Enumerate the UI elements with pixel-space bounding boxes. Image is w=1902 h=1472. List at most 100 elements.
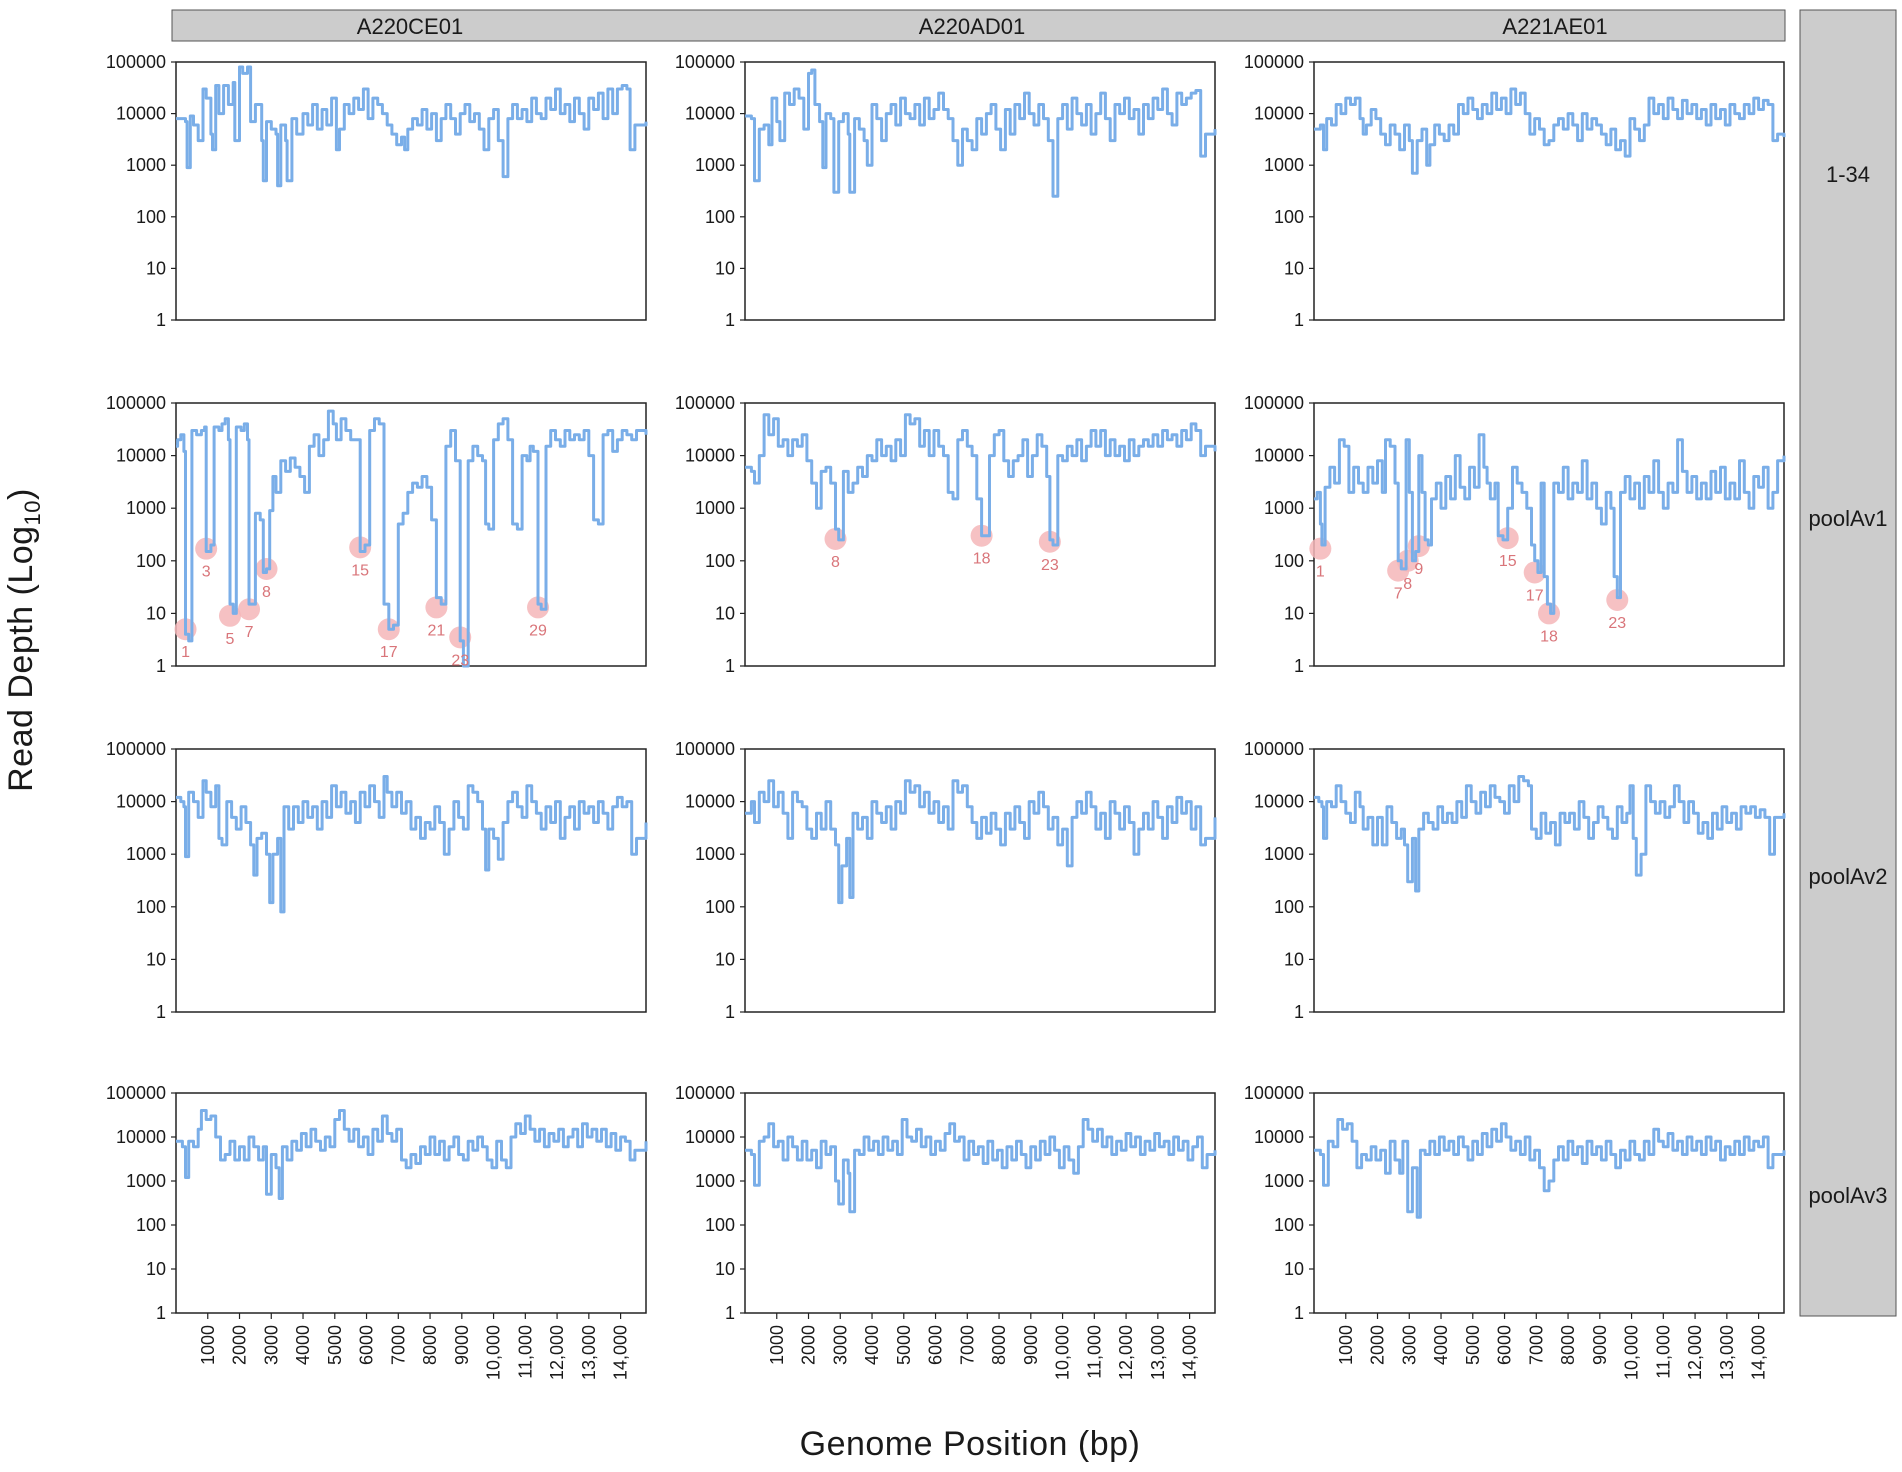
x-tick-label: 4000 — [862, 1325, 882, 1365]
x-tick-label: 6000 — [357, 1325, 377, 1365]
row-strip-label: poolAv3 — [1808, 1183, 1887, 1208]
read-depth-line — [745, 779, 1217, 905]
x-tick-label: 10,000 — [484, 1325, 504, 1380]
read-depth-line — [176, 409, 648, 668]
x-tick-label: 6000 — [926, 1325, 946, 1365]
x-tick-label: 3000 — [1399, 1325, 1419, 1365]
y-tick-label: 1000 — [695, 498, 735, 518]
x-tick-label: 9000 — [1590, 1325, 1610, 1365]
facet-panel: 1 10 100 1000 10000 100000 1000 2000 3000 4000 500… — [106, 1083, 648, 1380]
x-tick-label: 1000 — [1336, 1325, 1356, 1365]
y-tick-label: 1000 — [126, 155, 166, 175]
y-tick-label: 1 — [725, 310, 735, 330]
facet-panel: 1 10 100 1000 10000 100000 — [106, 52, 648, 330]
y-tick-label: 10 — [146, 1259, 166, 1279]
y-axis-title-close: ) — [2, 488, 40, 500]
y-tick-label: 10 — [1284, 603, 1304, 623]
y-tick-label: 100000 — [106, 739, 166, 759]
x-tick-label: 7000 — [1526, 1325, 1546, 1365]
y-tick-label: 100 — [136, 207, 166, 227]
x-tick-label: 10,000 — [1053, 1325, 1073, 1380]
y-tick-label: 100 — [136, 897, 166, 917]
dropout-marker-label: 23 — [1608, 615, 1626, 632]
y-tick-label: 1 — [1294, 656, 1304, 676]
panel-frame — [175, 748, 647, 1013]
y-tick-label: 10 — [1284, 1259, 1304, 1279]
dropout-marker — [425, 596, 448, 619]
y-tick-label: 10 — [146, 603, 166, 623]
panel-frame — [1313, 1092, 1785, 1314]
y-tick-label: 10 — [1284, 258, 1304, 278]
y-tick-label: 10 — [1284, 949, 1304, 969]
column-strip-label: A221AE01 — [1502, 14, 1607, 39]
dropout-marker-label: 1 — [181, 644, 190, 661]
panel-frame — [175, 1092, 647, 1314]
column-strip — [171, 9, 1786, 42]
panel-frame — [1313, 61, 1785, 321]
y-tick-label: 100000 — [675, 1083, 735, 1103]
facet-panel: 1 10 100 1000 10000 100000 — [1244, 739, 1786, 1022]
panel-frame — [744, 748, 1216, 1013]
x-tick-label: 13,000 — [1717, 1325, 1737, 1380]
y-tick-label: 100 — [705, 897, 735, 917]
y-tick-label: 100000 — [1244, 1083, 1304, 1103]
dropout-marker-label: 17 — [380, 644, 398, 661]
row-strip — [1799, 9, 1897, 1317]
y-tick-label: 100000 — [106, 1083, 166, 1103]
x-tick-label: 4000 — [1431, 1325, 1451, 1365]
x-tick-label: 11,000 — [515, 1325, 535, 1379]
y-tick-label: 100000 — [1244, 52, 1304, 72]
x-tick-label: 12,000 — [1116, 1325, 1136, 1380]
dropout-marker-label: 23 — [451, 652, 469, 669]
x-tick-label: 8000 — [1558, 1325, 1578, 1365]
x-tick-label: 12,000 — [547, 1325, 567, 1380]
y-tick-label: 100 — [705, 1215, 735, 1235]
y-tick-label: 100000 — [1244, 739, 1304, 759]
x-tick-label: 14,000 — [611, 1325, 631, 1380]
dropout-marker — [1038, 530, 1061, 553]
column-strip-label: A220AD01 — [919, 14, 1025, 39]
y-tick-label: 1 — [1294, 1002, 1304, 1022]
y-tick-label: 10000 — [1254, 792, 1304, 812]
y-tick-label: 1 — [1294, 310, 1304, 330]
panel-frame — [744, 1092, 1216, 1314]
x-tick-label: 4000 — [293, 1325, 313, 1365]
y-tick-label: 1 — [725, 1002, 735, 1022]
y-tick-label: 10000 — [685, 104, 735, 124]
read-depth-line — [1314, 433, 1786, 615]
y-tick-label: 100 — [1274, 1215, 1304, 1235]
x-tick-label: 6000 — [1495, 1325, 1515, 1365]
x-tick-label: 5000 — [325, 1325, 345, 1365]
y-tick-label: 1000 — [1264, 498, 1304, 518]
dropout-marker-label: 3 — [202, 564, 211, 581]
y-tick-label: 100 — [705, 207, 735, 227]
y-tick-label: 1 — [156, 1303, 166, 1323]
dropout-marker-label: 8 — [831, 554, 840, 571]
y-tick-label: 10000 — [116, 446, 166, 466]
dropout-marker-label: 15 — [351, 562, 369, 579]
y-tick-label: 1 — [156, 1002, 166, 1022]
dropout-marker-label: 18 — [973, 551, 991, 568]
y-tick-label: 10 — [715, 258, 735, 278]
dropout-marker-label: 15 — [1499, 553, 1517, 570]
x-tick-label: 9000 — [452, 1325, 472, 1365]
y-tick-label: 1000 — [1264, 1171, 1304, 1191]
read-depth-line — [1314, 1118, 1786, 1219]
dropout-marker-label: 8 — [1403, 576, 1412, 593]
y-tick-label: 10000 — [116, 792, 166, 812]
y-tick-label: 1 — [725, 1303, 735, 1323]
y-tick-label: 10000 — [1254, 104, 1304, 124]
y-tick-label: 10000 — [116, 1127, 166, 1147]
dropout-marker-label: 8 — [262, 584, 271, 601]
dropout-marker — [1606, 588, 1629, 611]
y-tick-label: 10 — [146, 949, 166, 969]
x-tick-label: 1000 — [198, 1325, 218, 1365]
dropout-marker-label: 23 — [1041, 557, 1059, 574]
y-tick-label: 1000 — [1264, 155, 1304, 175]
dropout-marker-label: 29 — [529, 622, 547, 639]
y-tick-label: 100 — [705, 551, 735, 571]
y-tick-label: 1 — [156, 656, 166, 676]
y-tick-label: 1 — [156, 310, 166, 330]
row-strip-label: poolAv2 — [1808, 864, 1887, 889]
read-depth-line — [176, 1109, 648, 1200]
